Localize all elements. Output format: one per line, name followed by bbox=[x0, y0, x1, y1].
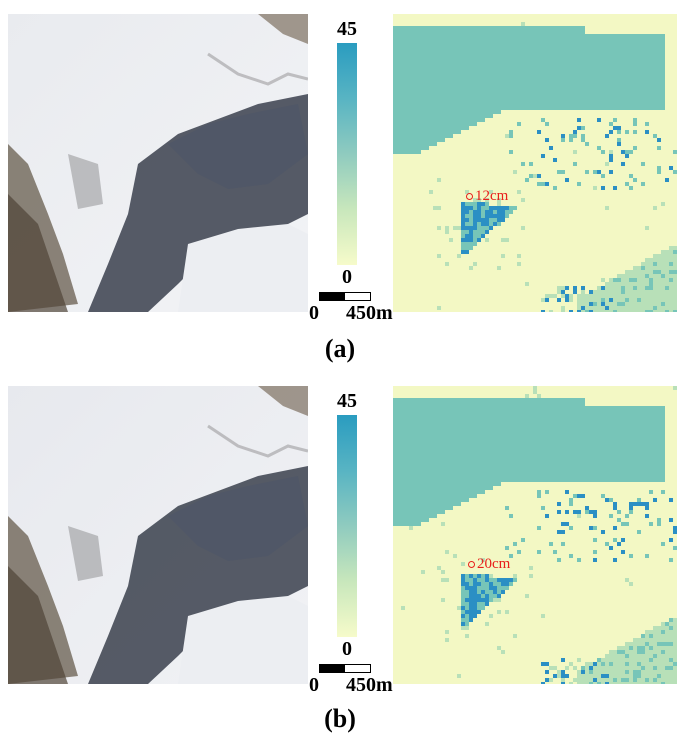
scale-bar-b bbox=[319, 664, 371, 673]
caption-a: (a) bbox=[324, 334, 356, 363]
colorbar-b bbox=[337, 415, 357, 637]
snow-depth-map-b bbox=[393, 386, 677, 684]
scale-bar-a bbox=[319, 292, 371, 301]
caption-b: (b) bbox=[324, 704, 356, 733]
depth-annotation-b: 20cm bbox=[468, 556, 510, 572]
colorbar-min-label: 0 bbox=[342, 266, 352, 288]
marker-ring-icon bbox=[466, 193, 473, 201]
scale-bar-end-label: 450m bbox=[346, 674, 393, 696]
scale-bar-end-label: 450m bbox=[346, 302, 393, 324]
colorbar-a bbox=[337, 43, 357, 265]
scale-bar-start-label: 0 bbox=[309, 674, 319, 696]
snow-depth-map-a bbox=[393, 14, 677, 312]
colorbar-min-label: 0 bbox=[342, 638, 352, 660]
panel-b: 45 0 0 450m 20cm (b) bbox=[0, 372, 680, 738]
depth-annotation-a: 12cm bbox=[466, 188, 508, 204]
colorbar-max-label: 45 bbox=[337, 18, 357, 40]
panel-a: 45 0 0 450m 12cm (a) bbox=[0, 0, 680, 366]
aerial-photo-a bbox=[8, 14, 308, 312]
scale-bar-start-label: 0 bbox=[309, 302, 319, 324]
marker-ring-icon bbox=[468, 561, 475, 569]
aerial-photo-b bbox=[8, 386, 308, 684]
colorbar-max-label: 45 bbox=[337, 390, 357, 412]
